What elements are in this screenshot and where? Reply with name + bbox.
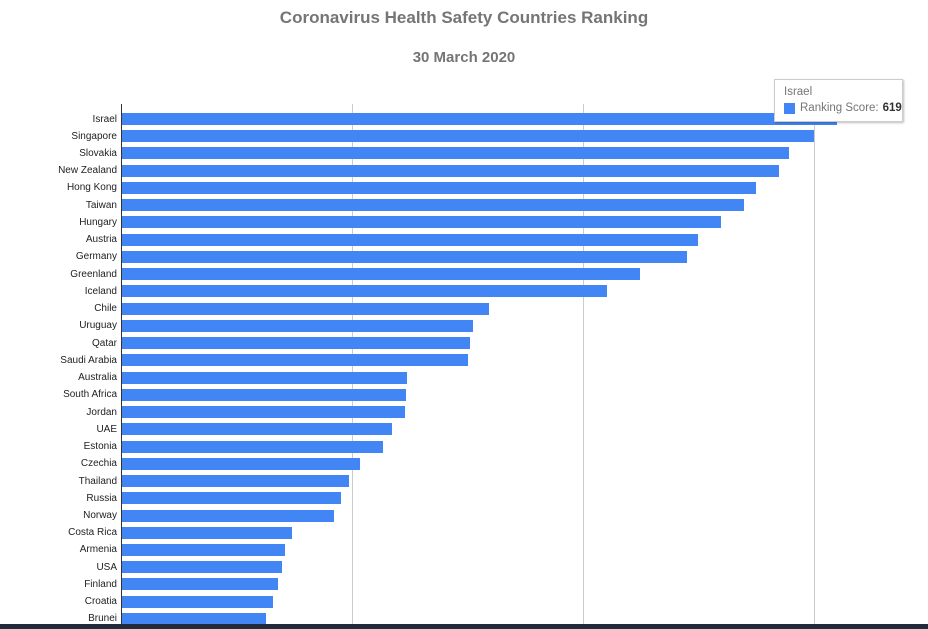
bar-estonia[interactable] <box>122 441 383 453</box>
bar-australia[interactable] <box>122 372 407 384</box>
gridline-x-400 <box>583 104 584 629</box>
category-label-croatia: Croatia <box>84 596 117 607</box>
category-label-iceland: Iceland <box>84 286 117 297</box>
bar-south-africa[interactable] <box>122 389 406 401</box>
category-label-norway: Norway <box>83 510 117 521</box>
category-label-armenia: Armenia <box>79 544 117 555</box>
bar-brunei[interactable] <box>122 613 266 625</box>
bar-russia[interactable] <box>122 492 341 504</box>
bar-taiwan[interactable] <box>122 199 744 211</box>
category-label-usa: USA <box>96 562 117 573</box>
gridline-x-600 <box>814 104 815 629</box>
category-label-russia: Russia <box>86 493 117 504</box>
category-label-costa-rica: Costa Rica <box>68 527 117 538</box>
chart-subtitle: 30 March 2020 <box>412 49 516 66</box>
category-label-czechia: Czechia <box>80 458 117 469</box>
tooltip-value: 619 <box>882 102 902 114</box>
tooltip-country: Israel <box>784 86 813 98</box>
tooltip-series-line: Ranking Score: 619 <box>784 102 902 114</box>
category-label-saudi-arabia: Saudi Arabia <box>60 355 117 366</box>
bar-new-zealand[interactable] <box>122 165 779 177</box>
y-axis-line <box>121 104 122 629</box>
category-label-uruguay: Uruguay <box>79 320 117 331</box>
legend-swatch-icon <box>784 102 795 114</box>
gridline-x-200 <box>352 104 353 629</box>
category-label-chile: Chile <box>94 303 117 314</box>
bar-armenia[interactable] <box>122 544 285 556</box>
bar-norway[interactable] <box>122 510 334 522</box>
category-label-taiwan: Taiwan <box>85 200 117 211</box>
bar-qatar[interactable] <box>122 337 470 349</box>
category-label-finland: Finland <box>84 579 117 590</box>
bar-germany[interactable] <box>122 251 687 263</box>
bar-singapore[interactable] <box>122 130 814 142</box>
category-label-brunei: Brunei <box>88 613 117 624</box>
category-label-israel: Israel <box>92 114 117 125</box>
category-label-south-africa: South Africa <box>63 389 117 400</box>
bar-iceland[interactable] <box>122 285 607 297</box>
category-label-hungary: Hungary <box>79 217 117 228</box>
bar-czechia[interactable] <box>122 458 360 470</box>
bar-hong-kong[interactable] <box>122 182 756 194</box>
bar-hungary[interactable] <box>122 216 721 228</box>
category-label-estonia: Estonia <box>83 441 117 452</box>
category-label-jordan: Jordan <box>86 407 117 418</box>
chart-title: Coronavirus Health Safety Countries Rank… <box>279 8 649 27</box>
tooltip-series-label: Ranking Score: <box>800 102 879 114</box>
bar-austria[interactable] <box>122 234 698 246</box>
bar-croatia[interactable] <box>122 596 273 608</box>
bar-finland[interactable] <box>122 578 278 590</box>
category-label-thailand: Thailand <box>78 476 117 487</box>
category-label-qatar: Qatar <box>91 338 117 349</box>
bar-jordan[interactable] <box>122 406 405 418</box>
bar-uruguay[interactable] <box>122 320 473 332</box>
bar-costa-rica[interactable] <box>122 527 292 539</box>
tooltip: Israel Ranking Score: 619 <box>774 79 903 122</box>
category-label-singapore: Singapore <box>71 131 117 142</box>
bar-slovakia[interactable] <box>122 147 789 159</box>
bar-chile[interactable] <box>122 303 489 315</box>
category-label-austria: Austria <box>85 234 117 245</box>
category-label-hong-kong: Hong Kong <box>66 182 117 193</box>
plot-area: Israel Singapore Slovakia New Zealand Hong K… <box>58 104 928 629</box>
bar-greenland[interactable] <box>122 268 640 280</box>
category-label-new-zealand: New Zealand <box>58 165 117 176</box>
category-label-germany: Germany <box>75 251 117 262</box>
bottom-edge-band <box>0 624 928 629</box>
bar-israel[interactable] <box>122 113 837 125</box>
category-label-slovakia: Slovakia <box>79 148 117 159</box>
category-label-uae: UAE <box>96 424 117 435</box>
category-label-greenland: Greenland <box>70 269 117 280</box>
category-label-australia: Australia <box>78 372 117 383</box>
bar-usa[interactable] <box>122 561 282 573</box>
bar-uae[interactable] <box>122 423 392 435</box>
bar-thailand[interactable] <box>122 475 349 487</box>
bar-saudi-arabia[interactable] <box>122 354 468 366</box>
